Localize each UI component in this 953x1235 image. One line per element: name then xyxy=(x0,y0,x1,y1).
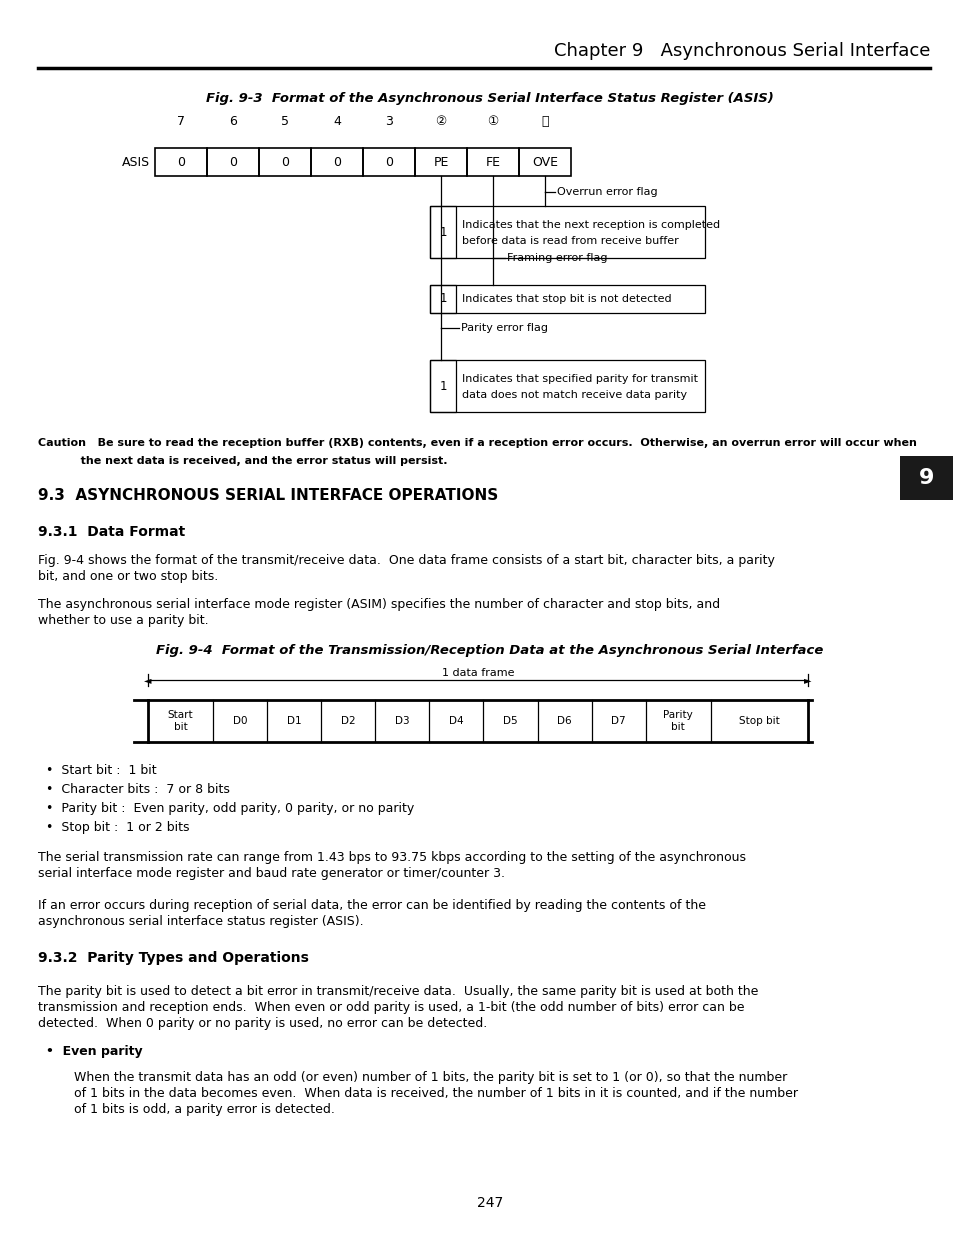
Text: •  Start bit :  1 bit: • Start bit : 1 bit xyxy=(46,764,156,777)
Text: 9: 9 xyxy=(919,468,934,488)
Text: Chapter 9   Asynchronous Serial Interface: Chapter 9 Asynchronous Serial Interface xyxy=(553,42,929,61)
Text: 3: 3 xyxy=(385,115,393,128)
Bar xyxy=(154,148,207,177)
Bar xyxy=(430,359,456,412)
Bar xyxy=(430,285,704,312)
Text: 7: 7 xyxy=(177,115,185,128)
Text: PE: PE xyxy=(433,156,448,168)
Text: 9.3  ASYNCHRONOUS SERIAL INTERFACE OPERATIONS: 9.3 ASYNCHRONOUS SERIAL INTERFACE OPERAT… xyxy=(38,488,497,503)
Text: ►: ► xyxy=(803,676,811,685)
Bar xyxy=(430,359,704,412)
Text: 4: 4 xyxy=(333,115,340,128)
Text: Start
bit: Start bit xyxy=(168,710,193,732)
Text: 1: 1 xyxy=(438,379,446,393)
Text: 0: 0 xyxy=(281,156,289,168)
Text: D2: D2 xyxy=(340,716,355,726)
Text: Parity error flag: Parity error flag xyxy=(460,324,547,333)
Text: detected.  When 0 parity or no parity is used, no error can be detected.: detected. When 0 parity or no parity is … xyxy=(38,1016,487,1030)
Text: •  Stop bit :  1 or 2 bits: • Stop bit : 1 or 2 bits xyxy=(46,821,190,834)
Text: D1: D1 xyxy=(287,716,301,726)
Bar xyxy=(899,456,953,500)
Text: ◄: ◄ xyxy=(144,676,152,685)
Text: •  Even parity: • Even parity xyxy=(46,1045,143,1058)
Text: Indicates that specified parity for transmit: Indicates that specified parity for tran… xyxy=(461,374,698,384)
Text: Fig. 9-4 shows the format of the transmit/receive data.  One data frame consists: Fig. 9-4 shows the format of the transmi… xyxy=(38,555,774,567)
Text: D5: D5 xyxy=(502,716,517,726)
Text: D6: D6 xyxy=(557,716,571,726)
Text: D4: D4 xyxy=(449,716,463,726)
Text: •  Parity bit :  Even parity, odd parity, 0 parity, or no parity: • Parity bit : Even parity, odd parity, … xyxy=(46,802,414,815)
Text: data does not match receive data parity: data does not match receive data parity xyxy=(461,390,686,400)
Text: Fig. 9-4  Format of the Transmission/Reception Data at the Asynchronous Serial I: Fig. 9-4 Format of the Transmission/Rece… xyxy=(156,643,822,657)
Text: Fig. 9-3  Format of the Asynchronous Serial Interface Status Register (ASIS): Fig. 9-3 Format of the Asynchronous Seri… xyxy=(206,91,773,105)
Text: the next data is received, and the error status will persist.: the next data is received, and the error… xyxy=(38,456,447,466)
Text: of 1 bits is odd, a parity error is detected.: of 1 bits is odd, a parity error is dete… xyxy=(62,1103,335,1116)
Text: of 1 bits in the data becomes even.  When data is received, the number of 1 bits: of 1 bits in the data becomes even. When… xyxy=(62,1087,797,1100)
Bar xyxy=(430,285,456,312)
Text: ②: ② xyxy=(435,115,446,128)
Bar xyxy=(415,148,467,177)
Text: Indicates that the next reception is completed: Indicates that the next reception is com… xyxy=(461,220,720,230)
Text: 1 data frame: 1 data frame xyxy=(441,668,514,678)
Text: ①: ① xyxy=(487,115,498,128)
Bar xyxy=(430,206,704,258)
Text: Framing error flag: Framing error flag xyxy=(506,253,607,263)
Text: 0: 0 xyxy=(229,156,236,168)
Text: If an error occurs during reception of serial data, the error can be identified : If an error occurs during reception of s… xyxy=(38,899,705,911)
Bar xyxy=(518,148,571,177)
Text: 9.3.2  Parity Types and Operations: 9.3.2 Parity Types and Operations xyxy=(38,951,309,965)
Text: ASIS: ASIS xyxy=(122,156,150,168)
Text: •  Character bits :  7 or 8 bits: • Character bits : 7 or 8 bits xyxy=(46,783,230,797)
Bar xyxy=(430,206,456,258)
Bar xyxy=(207,148,258,177)
Bar xyxy=(258,148,311,177)
Text: asynchronous serial interface status register (ASIS).: asynchronous serial interface status reg… xyxy=(38,915,363,927)
Text: OVE: OVE xyxy=(532,156,558,168)
Text: The asynchronous serial interface mode register (ASIM) specifies the number of c: The asynchronous serial interface mode r… xyxy=(38,598,720,611)
Text: Parity
bit: Parity bit xyxy=(662,710,692,732)
Bar xyxy=(363,148,415,177)
Text: transmission and reception ends.  When even or odd parity is used, a 1-bit (the : transmission and reception ends. When ev… xyxy=(38,1002,743,1014)
Text: 1: 1 xyxy=(438,293,446,305)
Text: D7: D7 xyxy=(611,716,625,726)
Text: before data is read from receive buffer: before data is read from receive buffer xyxy=(461,236,678,246)
Text: ⓪: ⓪ xyxy=(540,115,548,128)
Text: D3: D3 xyxy=(395,716,409,726)
Text: Indicates that stop bit is not detected: Indicates that stop bit is not detected xyxy=(461,294,671,304)
Text: serial interface mode register and baud rate generator or timer/counter 3.: serial interface mode register and baud … xyxy=(38,867,504,881)
Text: whether to use a parity bit.: whether to use a parity bit. xyxy=(38,614,209,627)
Text: The serial transmission rate can range from 1.43 bps to 93.75 kbps according to : The serial transmission rate can range f… xyxy=(38,851,745,864)
Text: 247: 247 xyxy=(476,1195,502,1210)
Text: The parity bit is used to detect a bit error in transmit/receive data.  Usually,: The parity bit is used to detect a bit e… xyxy=(38,986,758,998)
Text: bit, and one or two stop bits.: bit, and one or two stop bits. xyxy=(38,571,218,583)
Text: 0: 0 xyxy=(177,156,185,168)
Bar xyxy=(311,148,363,177)
Text: 6: 6 xyxy=(229,115,236,128)
Text: 0: 0 xyxy=(333,156,340,168)
Text: 0: 0 xyxy=(385,156,393,168)
Text: Caution   Be sure to read the reception buffer (RXB) contents, even if a recepti: Caution Be sure to read the reception bu… xyxy=(38,438,916,448)
Bar xyxy=(467,148,518,177)
Text: 5: 5 xyxy=(281,115,289,128)
Text: 1: 1 xyxy=(438,226,446,238)
Text: Overrun error flag: Overrun error flag xyxy=(557,186,657,198)
Text: When the transmit data has an odd (or even) number of 1 bits, the parity bit is : When the transmit data has an odd (or ev… xyxy=(62,1071,786,1084)
Text: Stop bit: Stop bit xyxy=(739,716,779,726)
Text: FE: FE xyxy=(485,156,500,168)
Text: 9.3.1  Data Format: 9.3.1 Data Format xyxy=(38,525,185,538)
Text: D0: D0 xyxy=(233,716,247,726)
